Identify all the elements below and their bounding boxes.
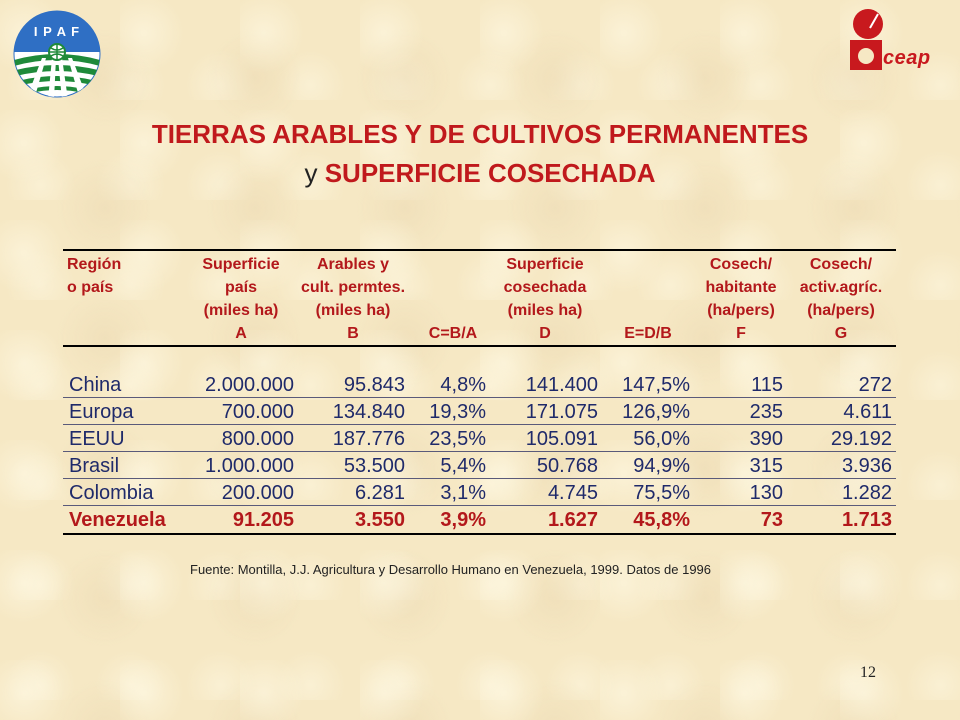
table-row: Europa 700.000 134.840 19,3% 171.075 126,9% 23… xyxy=(63,398,896,425)
header-cell-8-line-1: Cosech/ xyxy=(809,256,873,273)
header-cell-5-line-2: cosechada xyxy=(503,279,587,296)
value-cell-d: 50.768 xyxy=(536,455,598,477)
header-cell-3-line-2: cult. permtes. xyxy=(300,279,406,296)
table-row: Colombia 200.000 6.281 3,1% 4.745 75,5% 130 1.2… xyxy=(63,479,896,506)
value-cell-a: 200.000 xyxy=(221,482,294,504)
value-cell-g: 1.713 xyxy=(841,509,892,531)
value-cell-b: 134.840 xyxy=(332,401,405,423)
value-cell-a: 91.205 xyxy=(232,509,294,531)
ipaf-logo-text: I P A F xyxy=(33,24,81,39)
table-bottom-rule xyxy=(63,533,896,535)
row-separator xyxy=(63,478,896,479)
table-row: EEUU 800.000 187.776 23,5% 105.091 56,0% 390 29… xyxy=(63,425,896,452)
value-cell-d: 171.075 xyxy=(525,401,598,423)
value-cell-b: 187.776 xyxy=(332,428,405,450)
value-cell-d: 105.091 xyxy=(525,428,598,450)
value-cell-f: 115 xyxy=(751,374,783,396)
header-cell-3-line-1: Arables y xyxy=(316,256,390,273)
value-cell-c: 3,1% xyxy=(440,482,486,504)
table-row: Venezuela 91.205 3.550 3,9% 1.627 45,8% 73 1.71… xyxy=(63,506,896,533)
header-bottom-rule xyxy=(63,345,896,347)
value-cell-a: 700.000 xyxy=(221,401,294,423)
header-cell-1-line-1: Región xyxy=(67,256,122,273)
header-cell-8-line-4: G xyxy=(834,325,848,342)
value-cell-c: 5,4% xyxy=(440,455,486,477)
header-cell-7-line-2: habitante xyxy=(705,279,777,296)
value-cell-e: 56,0% xyxy=(633,428,690,450)
row-separator xyxy=(63,451,896,452)
value-cell-a: 2.000.000 xyxy=(205,374,294,396)
value-cell-e: 45,8% xyxy=(633,509,690,531)
region-cell: China xyxy=(69,374,122,396)
value-cell-f: 390 xyxy=(749,428,783,450)
table-row: Brasil 1.000.000 53.500 5,4% 50.768 94,9% 315 3… xyxy=(63,452,896,479)
region-cell: Venezuela xyxy=(69,509,166,531)
header-cell-5-line-1: Superficie xyxy=(506,256,584,273)
header-cell-2-line-3: (miles ha) xyxy=(203,302,279,319)
value-cell-g: 4.611 xyxy=(843,401,892,423)
header-cell-2-line-1: Superficie xyxy=(202,256,280,273)
value-cell-f: 235 xyxy=(749,401,783,423)
value-cell-a: 800.000 xyxy=(221,428,294,450)
value-cell-e: 94,9% xyxy=(633,455,690,477)
value-cell-c: 19,3% xyxy=(429,401,486,423)
header-cell-6-line-4: E=D/B xyxy=(624,325,672,342)
table-top-rule xyxy=(63,249,896,251)
region-cell: Colombia xyxy=(69,482,154,504)
header-cell-3-line-4: B xyxy=(347,325,359,342)
header-cell-7-line-4: F xyxy=(736,325,746,342)
region-cell: Brasil xyxy=(69,455,120,477)
header-cell-5-line-4: D xyxy=(539,325,551,342)
value-cell-d: 141.400 xyxy=(525,374,598,396)
header-cell-2-line-4: A xyxy=(235,325,247,342)
page-subtitle: y SUPERFICIE COSECHADA xyxy=(0,156,960,190)
value-cell-b: 3.550 xyxy=(354,509,405,531)
value-cell-b: 95.843 xyxy=(343,374,405,396)
value-cell-g: 1.282 xyxy=(841,482,892,504)
value-cell-a: 1.000.000 xyxy=(205,455,294,477)
subtitle-prefix: y xyxy=(304,158,318,188)
header-cell-7-line-3: (ha/pers) xyxy=(707,302,775,319)
header-cell-3-line-3: (miles ha) xyxy=(315,302,391,319)
value-cell-e: 147,5% xyxy=(622,374,690,396)
value-cell-c: 4,8% xyxy=(440,374,486,396)
header-cell-7-line-1: Cosech/ xyxy=(709,256,773,273)
value-cell-e: 75,5% xyxy=(633,482,690,504)
value-cell-f: 315 xyxy=(749,455,783,477)
header-cell-8-line-2: activ.agríc. xyxy=(799,279,883,296)
header-cell-8-line-3: (ha/pers) xyxy=(807,302,875,319)
subtitle-main: SUPERFICIE COSECHADA xyxy=(324,158,656,188)
value-cell-g: 272 xyxy=(858,374,892,396)
value-cell-e: 126,9% xyxy=(622,401,690,423)
region-cell: Europa xyxy=(69,401,134,423)
header-cell-5-line-3: (miles ha) xyxy=(507,302,583,319)
value-cell-b: 53.500 xyxy=(343,455,405,477)
value-cell-d: 1.627 xyxy=(547,509,598,531)
value-cell-b: 6.281 xyxy=(354,482,405,504)
ceap-logo-text: ceap xyxy=(883,47,931,69)
ipaf-logo: I P A F xyxy=(12,8,102,100)
value-cell-f: 73 xyxy=(760,509,783,531)
row-separator xyxy=(63,424,896,425)
ceap-logo xyxy=(846,6,950,74)
table-row: China 2.000.000 95.843 4,8% 141.400 147,5% 115… xyxy=(63,371,896,398)
header-cell-4-line-4: C=B/A xyxy=(428,325,478,342)
value-cell-g: 3.936 xyxy=(841,455,892,477)
row-separator xyxy=(63,505,896,506)
value-cell-g: 29.192 xyxy=(830,428,892,450)
value-cell-c: 23,5% xyxy=(429,428,486,450)
source-note: Fuente: Montilla, J.J. Agricultura y Des… xyxy=(190,562,712,577)
region-cell: EEUU xyxy=(69,428,125,450)
header-cell-2-line-2: país xyxy=(224,279,257,296)
value-cell-d: 4.745 xyxy=(547,482,598,504)
page-title: TIERRAS ARABLES Y DE CULTIVOS PERMANENTE… xyxy=(151,119,809,149)
page-number: 12 xyxy=(860,664,876,681)
value-cell-f: 130 xyxy=(749,482,783,504)
header-cell-1-line-2: o país xyxy=(67,279,114,296)
row-separator xyxy=(63,397,896,398)
value-cell-c: 3,9% xyxy=(440,509,486,531)
